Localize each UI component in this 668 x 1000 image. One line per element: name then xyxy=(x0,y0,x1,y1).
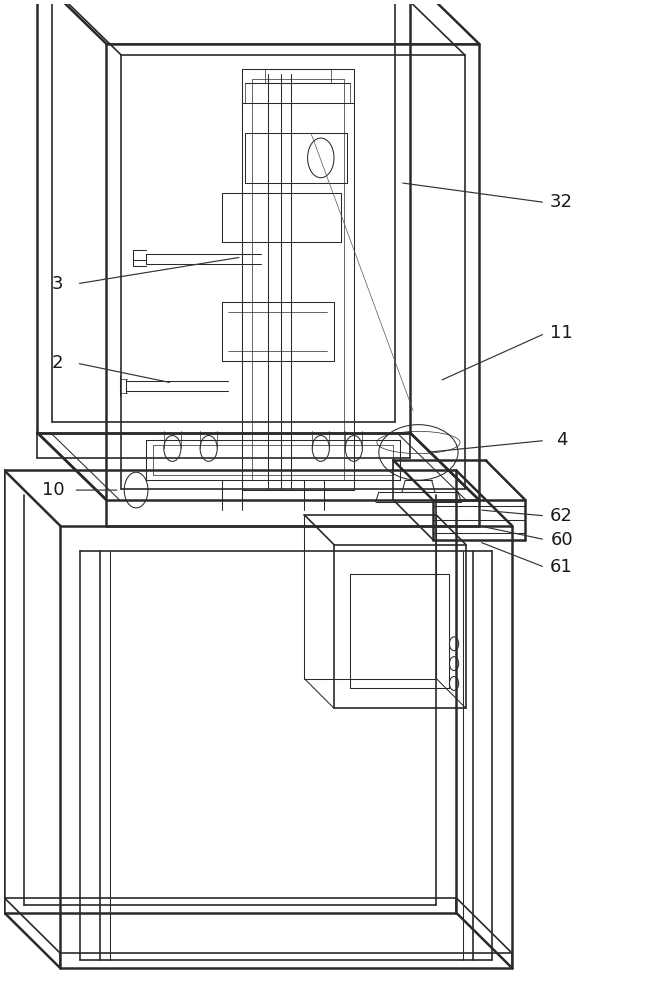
Text: 11: 11 xyxy=(550,324,573,342)
Text: 2: 2 xyxy=(51,354,63,372)
Text: 10: 10 xyxy=(42,481,65,499)
Text: 32: 32 xyxy=(550,193,573,211)
Text: 61: 61 xyxy=(550,558,573,576)
Text: 60: 60 xyxy=(550,531,573,549)
Text: 62: 62 xyxy=(550,507,573,525)
Text: 3: 3 xyxy=(51,275,63,293)
Text: 4: 4 xyxy=(556,431,567,449)
